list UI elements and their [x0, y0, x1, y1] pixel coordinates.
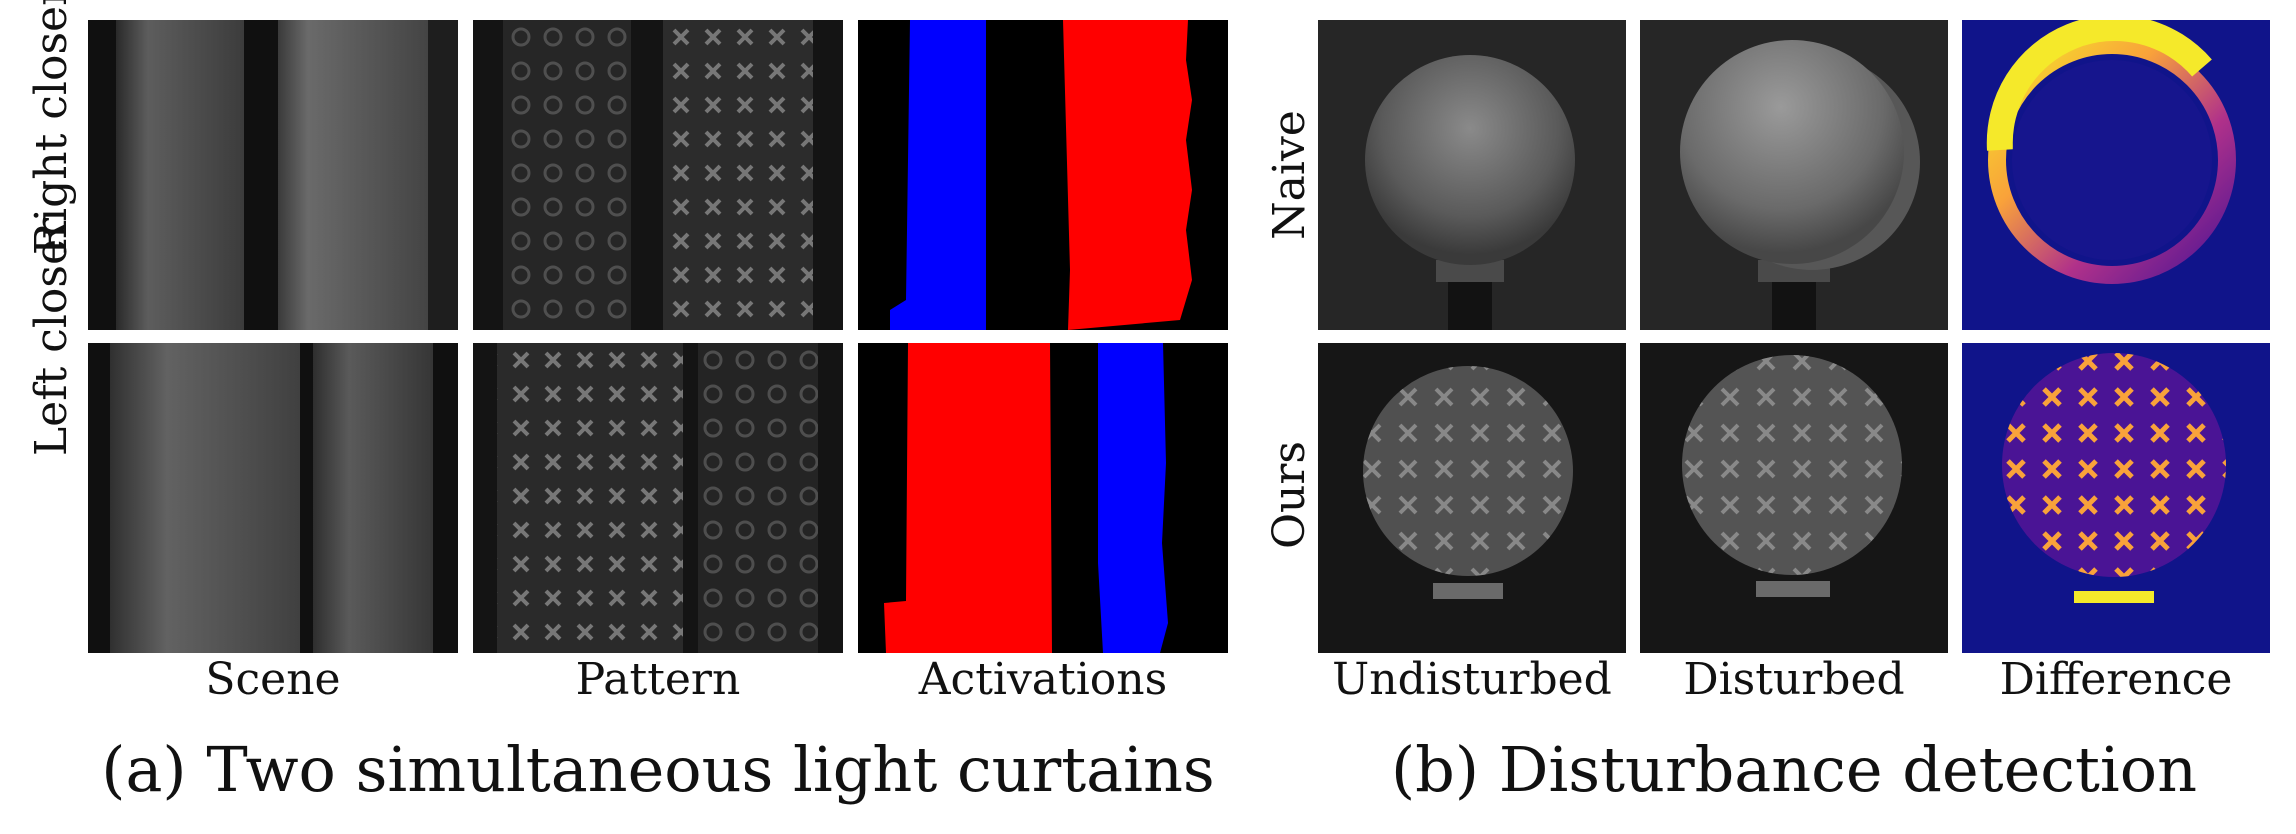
scene-image-right-closer [88, 20, 458, 330]
difference-image-naive [1962, 20, 2270, 330]
column-label-activations: Activations [918, 654, 1168, 705]
pattern-image-left-closer [473, 343, 843, 653]
column-label-pattern: Pattern [575, 654, 741, 705]
activations-image-left-closer [858, 343, 1228, 653]
caption-a: (a) Two simultaneous light curtains [101, 733, 1215, 806]
difference-image-ours [1962, 343, 2270, 653]
column-label-undisturbed: Undisturbed [1332, 654, 1612, 705]
column-label-scene: Scene [205, 654, 341, 705]
undisturbed-image-ours [1318, 343, 1626, 653]
activations-image-right-closer [858, 20, 1228, 330]
row-label-left-closer: Left closer [26, 217, 77, 457]
pattern-image-right-closer [473, 20, 843, 330]
caption-b: (b) Disturbance detection [1390, 733, 2198, 806]
column-label-difference: Difference [1999, 654, 2233, 705]
scene-image-left-closer [88, 343, 458, 653]
column-label-disturbed: Disturbed [1683, 654, 1905, 705]
disturbed-image-ours [1640, 343, 1948, 653]
row-label-ours: Ours [1264, 440, 1315, 550]
undisturbed-image-naive [1318, 20, 1626, 330]
row-label-naive: Naive [1264, 110, 1315, 240]
disturbed-image-naive [1640, 20, 1948, 330]
row-label-right-closer: Right closer [26, 0, 77, 256]
